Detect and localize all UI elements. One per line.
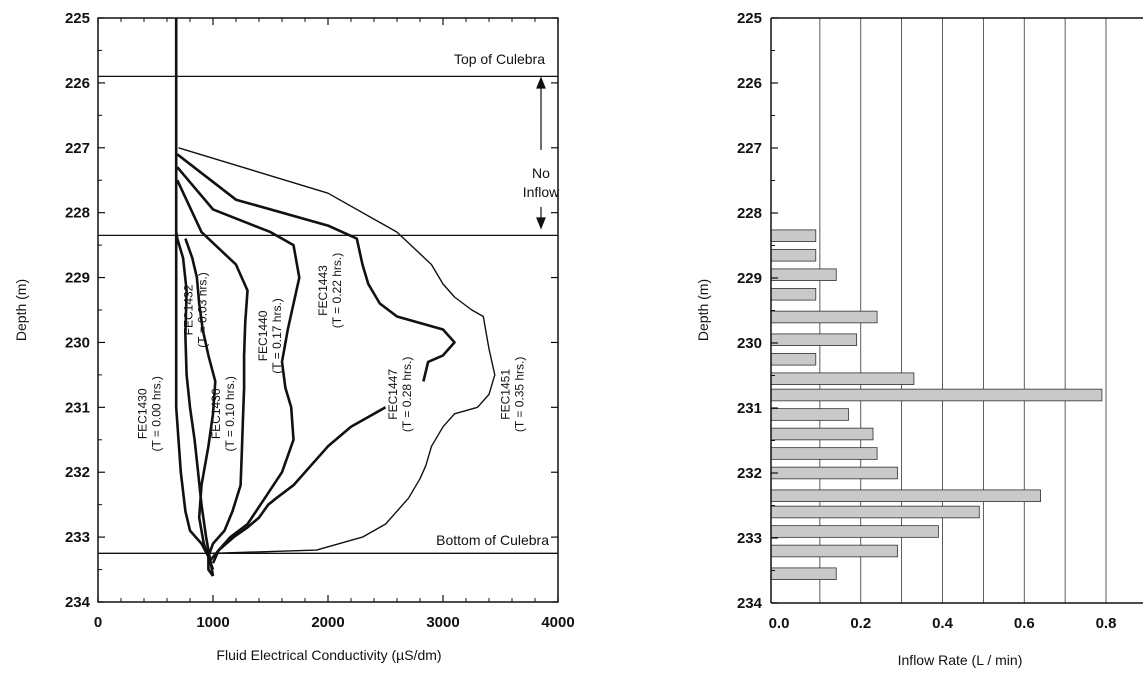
right-y-tick-label: 234 — [737, 595, 763, 612]
inflow-bar — [770, 229, 817, 242]
left-y-ticks: 225 226 227 228 229 230 231 232 233 234 — [65, 10, 558, 611]
inflow-bar — [770, 505, 980, 519]
no-inflow-label-1: No — [532, 165, 550, 181]
inflow-bar — [770, 408, 849, 421]
curve-fec1432 — [174, 231, 215, 577]
right-y-tick-label: 230 — [737, 335, 762, 352]
left-y-tick-label: 231 — [65, 399, 90, 416]
right-x-tick-label: 0.2 — [850, 615, 871, 632]
inflow-bar — [770, 372, 915, 385]
left-x-tick-label: 1000 — [196, 614, 229, 631]
right-y-tick-label: 225 — [737, 10, 762, 27]
left-y-axis-title: Depth (m) — [13, 279, 29, 341]
curve-label-name: FEC1432 — [181, 284, 195, 335]
right-x-tick-label: 0.0 — [769, 615, 790, 632]
curve-label-fec1430: FEC1430 (T = 0.00 hrs.) — [135, 376, 163, 451]
bottom-of-culebra-label: Bottom of Culebra — [436, 532, 549, 548]
curve-label-fec1443: FEC1443 (T = 0.22 hrs.) — [316, 253, 344, 328]
curve-fec1451 — [178, 147, 496, 554]
right-x-tick-label: 0.8 — [1096, 615, 1117, 632]
inflow-bar — [770, 466, 898, 480]
right-x-tick-label: 0.6 — [1014, 615, 1035, 632]
right-y-tick-label: 229 — [737, 270, 762, 287]
no-inflow-arrow — [536, 76, 546, 230]
inflow-bar — [770, 352, 817, 366]
right-y-tick-label: 231 — [737, 400, 762, 417]
curve-fec1440 — [176, 179, 249, 558]
curve-label-time: (T = 0.03 hrs.) — [195, 272, 209, 347]
fec-depth-chart: 225 226 227 228 229 230 231 232 233 234 0 1000 2000… — [13, 10, 575, 663]
curve-label-name: FEC1451 — [499, 369, 513, 420]
curve-label-fec1432: FEC1432 (T = 0.03 hrs.) — [181, 272, 209, 347]
curve-fec1447 — [176, 153, 456, 382]
right-y-tick-label: 233 — [737, 530, 762, 547]
right-y-tick-label: 232 — [737, 465, 762, 482]
curve-fec1436 — [184, 238, 217, 571]
inflow-bars — [770, 229, 1103, 581]
curve-label-name: FEC1447 — [386, 369, 400, 420]
left-y-tick-label: 225 — [65, 10, 90, 27]
curve-label-time: (T = 0.17 hrs.) — [270, 298, 284, 373]
curve-labels: FEC1430 (T = 0.00 hrs.) FEC1432 (T = 0.03 h… — [135, 253, 526, 452]
curve-fec1430 — [174, 18, 215, 577]
right-y-tick-label: 227 — [737, 140, 762, 157]
left-y-tick-label: 229 — [65, 270, 90, 287]
left-y-tick-label: 234 — [65, 594, 91, 611]
left-x-tick-label: 4000 — [541, 614, 574, 631]
inflow-bar — [770, 310, 878, 324]
left-y-tick-label: 232 — [65, 464, 90, 481]
inflow-bar — [770, 525, 939, 538]
left-y-tick-label: 233 — [65, 529, 90, 546]
curve-fec1443 — [176, 166, 301, 564]
curve-label-name: FEC1440 — [256, 310, 270, 361]
curve-label-name: FEC1443 — [316, 265, 330, 316]
inflow-bar — [770, 567, 837, 581]
curve-label-name: FEC1436 — [209, 388, 223, 439]
inflow-bar — [770, 447, 878, 460]
left-y-tick-label: 230 — [65, 334, 90, 351]
inflow-bar — [770, 268, 837, 281]
right-y-tick-label: 226 — [737, 75, 762, 92]
inflow-bar — [770, 333, 858, 346]
curve-label-time: (T = 0.35 hrs.) — [513, 357, 527, 432]
curve-label-fec1447: FEC1447 (T = 0.28 hrs.) — [386, 357, 414, 432]
left-x-tick-label: 0 — [94, 614, 102, 631]
inflow-bar — [770, 248, 817, 262]
curve-label-time: (T = 0.00 hrs.) — [149, 376, 163, 451]
right-y-axis-title: Depth (m) — [695, 279, 711, 341]
left-y-tick-label: 226 — [65, 75, 90, 92]
no-inflow-label-2: Inflow — [523, 184, 560, 200]
left-x-tick-label: 3000 — [426, 614, 459, 631]
curve-fec1447b — [209, 406, 387, 561]
curve-label-time: (T = 0.10 hrs.) — [223, 376, 237, 451]
inflow-bar — [770, 544, 898, 558]
left-y-tick-label: 228 — [65, 205, 90, 222]
right-vertical-grid — [819, 18, 1107, 603]
curve-label-fec1436: FEC1436 (T = 0.10 hrs.) — [209, 376, 237, 451]
left-x-ticks: 0 1000 2000 3000 4000 — [94, 18, 575, 631]
curve-label-fec1440: FEC1440 (T = 0.17 hrs.) — [256, 298, 284, 373]
left-y-tick-label: 227 — [65, 140, 90, 157]
left-x-axis-title: Fluid Electrical Conductivity (µS/dm) — [216, 647, 441, 663]
curve-label-name: FEC1430 — [135, 388, 149, 439]
top-of-culebra-label: Top of Culebra — [454, 51, 545, 67]
curve-label-time: (T = 0.28 hrs.) — [400, 357, 414, 432]
inflow-bar — [770, 427, 874, 441]
inflow-bar — [770, 287, 817, 301]
inflow-bar — [770, 489, 1042, 502]
left-x-tick-label: 2000 — [311, 614, 344, 631]
inflow-rate-chart: 225 226 227 228 229 230 231 232 233 234 0.0 0.2 0.4… — [695, 10, 1143, 668]
right-x-axis-title: Inflow Rate (L / min) — [898, 652, 1023, 668]
curve-label-fec1451: FEC1451 (T = 0.35 hrs.) — [499, 357, 527, 432]
curve-label-time: (T = 0.22 hrs.) — [330, 253, 344, 328]
reference-lines — [98, 75, 558, 554]
inflow-bar — [770, 388, 1103, 402]
right-y-tick-label: 228 — [737, 205, 762, 222]
right-y-ticks: 225 226 227 228 229 230 231 232 233 234 — [737, 10, 778, 612]
right-x-ticks: 0.0 0.2 0.4 0.6 0.8 — [769, 615, 1117, 632]
right-x-tick-label: 0.4 — [932, 615, 954, 632]
conductivity-curves — [174, 18, 496, 577]
